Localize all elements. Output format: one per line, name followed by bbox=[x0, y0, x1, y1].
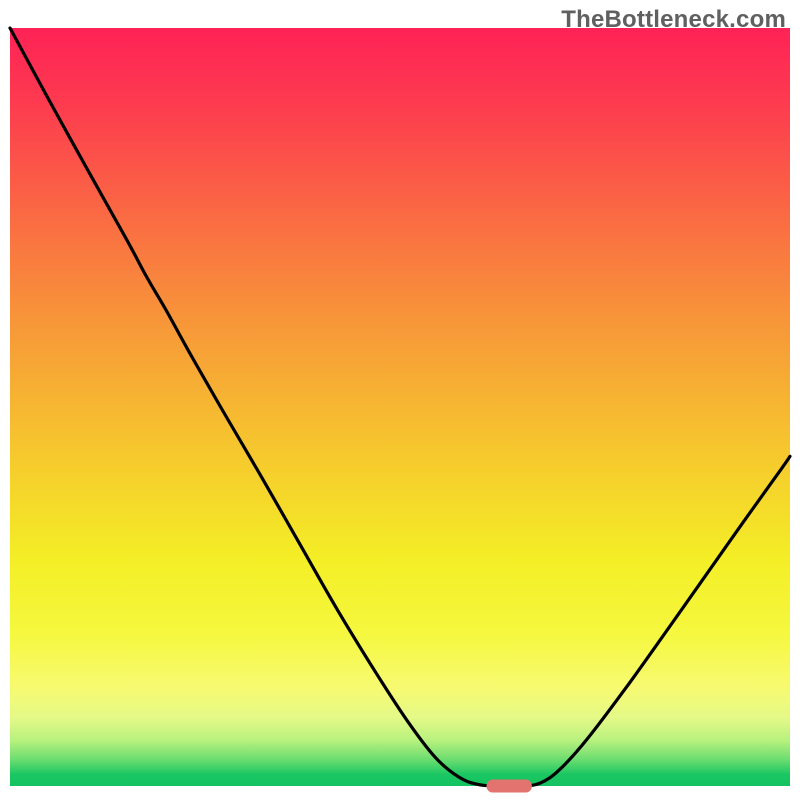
figure-container: TheBottleneck.com bbox=[0, 0, 800, 800]
plot-background bbox=[10, 28, 790, 786]
optimal-marker bbox=[487, 780, 532, 793]
chart-svg bbox=[0, 0, 800, 800]
watermark-text: TheBottleneck.com bbox=[561, 6, 786, 34]
